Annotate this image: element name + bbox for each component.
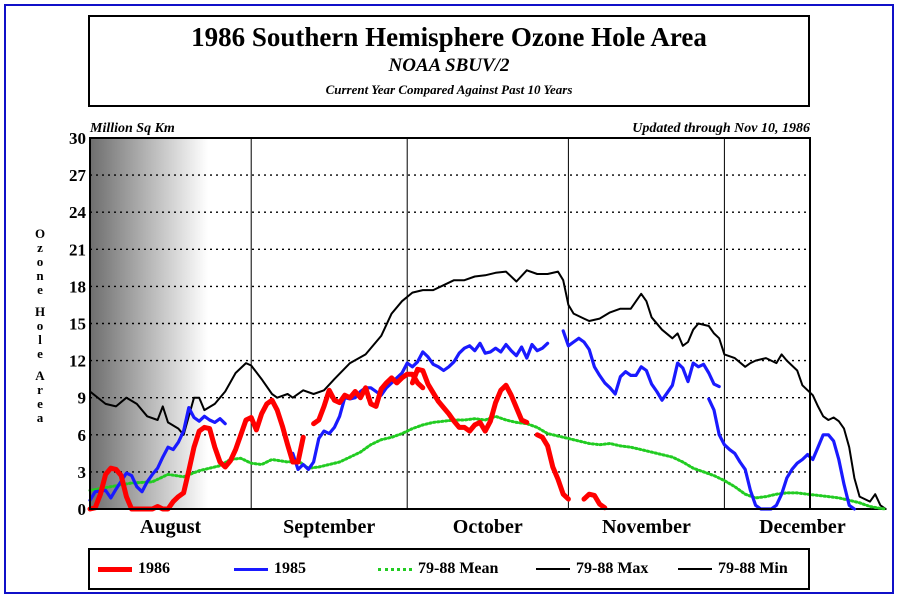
legend-swatch-1985 xyxy=(234,567,268,571)
x-month-label: August xyxy=(140,516,201,538)
x-month-label: September xyxy=(283,516,375,538)
x-month-label: December xyxy=(759,516,846,538)
outer-frame xyxy=(4,4,894,594)
y-tick-label: 24 xyxy=(69,203,87,222)
series-max-line xyxy=(89,269,887,510)
y-tick-label: 15 xyxy=(69,315,86,334)
y-tick-label: 0 xyxy=(78,500,87,519)
series-1986-line xyxy=(311,371,426,427)
legend-item-1985: 1985 xyxy=(234,550,306,588)
chart-title: 1986 Southern Hemisphere Ozone Hole Area xyxy=(191,22,707,52)
x-month-label: October xyxy=(453,516,523,538)
legend-label-max: 79-88 Max xyxy=(576,560,649,577)
y-tick-label: 12 xyxy=(69,352,86,371)
series-1986-line xyxy=(534,432,571,502)
legend-swatch-1986 xyxy=(98,566,132,572)
legend-item-max: 79-88 Max xyxy=(536,550,648,588)
legend: 1986 1985 79-88 Mean 79-88 Max 79-88 Min xyxy=(88,548,810,590)
title-box: 1986 Southern Hemisphere Ozone Hole Area… xyxy=(88,15,810,107)
series-1985-line xyxy=(707,397,857,511)
plot-frame xyxy=(89,137,811,510)
chart-caption: Current Year Compared Against Past 10 Ye… xyxy=(325,82,573,97)
series-1985-line xyxy=(291,341,550,471)
legend-label-min: 79-88 Min xyxy=(718,560,788,577)
series-1985-line xyxy=(88,406,227,502)
y-tick-label: 27 xyxy=(69,166,87,185)
units-label: Million Sq Km xyxy=(89,121,175,136)
legend-item-mean: 79-88 Mean xyxy=(378,550,498,588)
chart-subtitle: NOAA SBUV/2 xyxy=(388,55,510,76)
legend-label-1986: 1986 xyxy=(138,560,170,577)
y-tick-label: 30 xyxy=(69,129,86,148)
y-tick-label: 9 xyxy=(78,389,87,408)
legend-item-min: 79-88 Min xyxy=(678,550,788,588)
y-tick-label: 18 xyxy=(69,277,86,296)
legend-label-1985: 1985 xyxy=(274,560,306,577)
series-mean-line xyxy=(88,414,888,511)
legend-swatch-mean xyxy=(378,567,412,571)
updated-label: Updated through Nov 10, 1986 xyxy=(632,121,810,136)
legend-swatch-max xyxy=(536,568,570,570)
y-tick-label: 3 xyxy=(78,463,87,482)
legend-label-mean: 79-88 Mean xyxy=(418,560,499,577)
series-1986-line xyxy=(87,397,306,512)
legend-item-1986: 1986 xyxy=(98,550,170,588)
series-1985-line xyxy=(561,329,721,402)
x-month-label: November xyxy=(602,516,691,538)
y-tick-label: 6 xyxy=(78,426,87,445)
y-tick-label: 21 xyxy=(69,240,86,259)
series-1986-line xyxy=(581,491,608,511)
series-1986-line xyxy=(409,366,530,434)
legend-swatch-min xyxy=(678,568,712,570)
